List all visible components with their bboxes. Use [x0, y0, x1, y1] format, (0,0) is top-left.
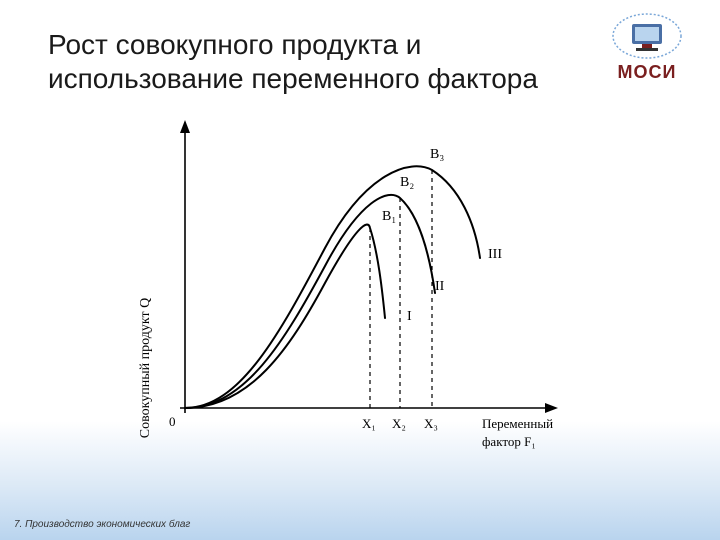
svg-text:фактор F₁: фактор F₁	[482, 434, 536, 449]
svg-text:0: 0	[169, 414, 176, 429]
svg-text:B₁: B₁	[382, 209, 396, 224]
svg-text:X₃: X₃	[424, 416, 438, 431]
svg-text:Переменный: Переменный	[482, 416, 553, 431]
svg-text:III: III	[488, 247, 502, 262]
svg-text:B₂: B₂	[400, 175, 414, 190]
y-axis-label: Совокупный продукт Q	[138, 298, 154, 438]
page-title: Рост совокупного продукта и использовани…	[48, 28, 548, 95]
total-product-chart: Совокупный продукт Q 0 B₁ I B₂ II B₃ III X₁ X₂ X₃…	[130, 108, 590, 468]
brand-text: МОСИ	[602, 62, 692, 83]
svg-text:X₂: X₂	[392, 416, 406, 431]
slide-footer: 7. Производство экономических благ	[14, 519, 190, 530]
svg-text:X₁: X₁	[362, 416, 376, 431]
svg-text:I: I	[407, 309, 412, 324]
svg-text:II: II	[435, 279, 445, 294]
monitor-icon	[612, 12, 682, 60]
brand-logo: МОСИ	[602, 12, 692, 83]
svg-text:B₃: B₃	[430, 147, 444, 162]
